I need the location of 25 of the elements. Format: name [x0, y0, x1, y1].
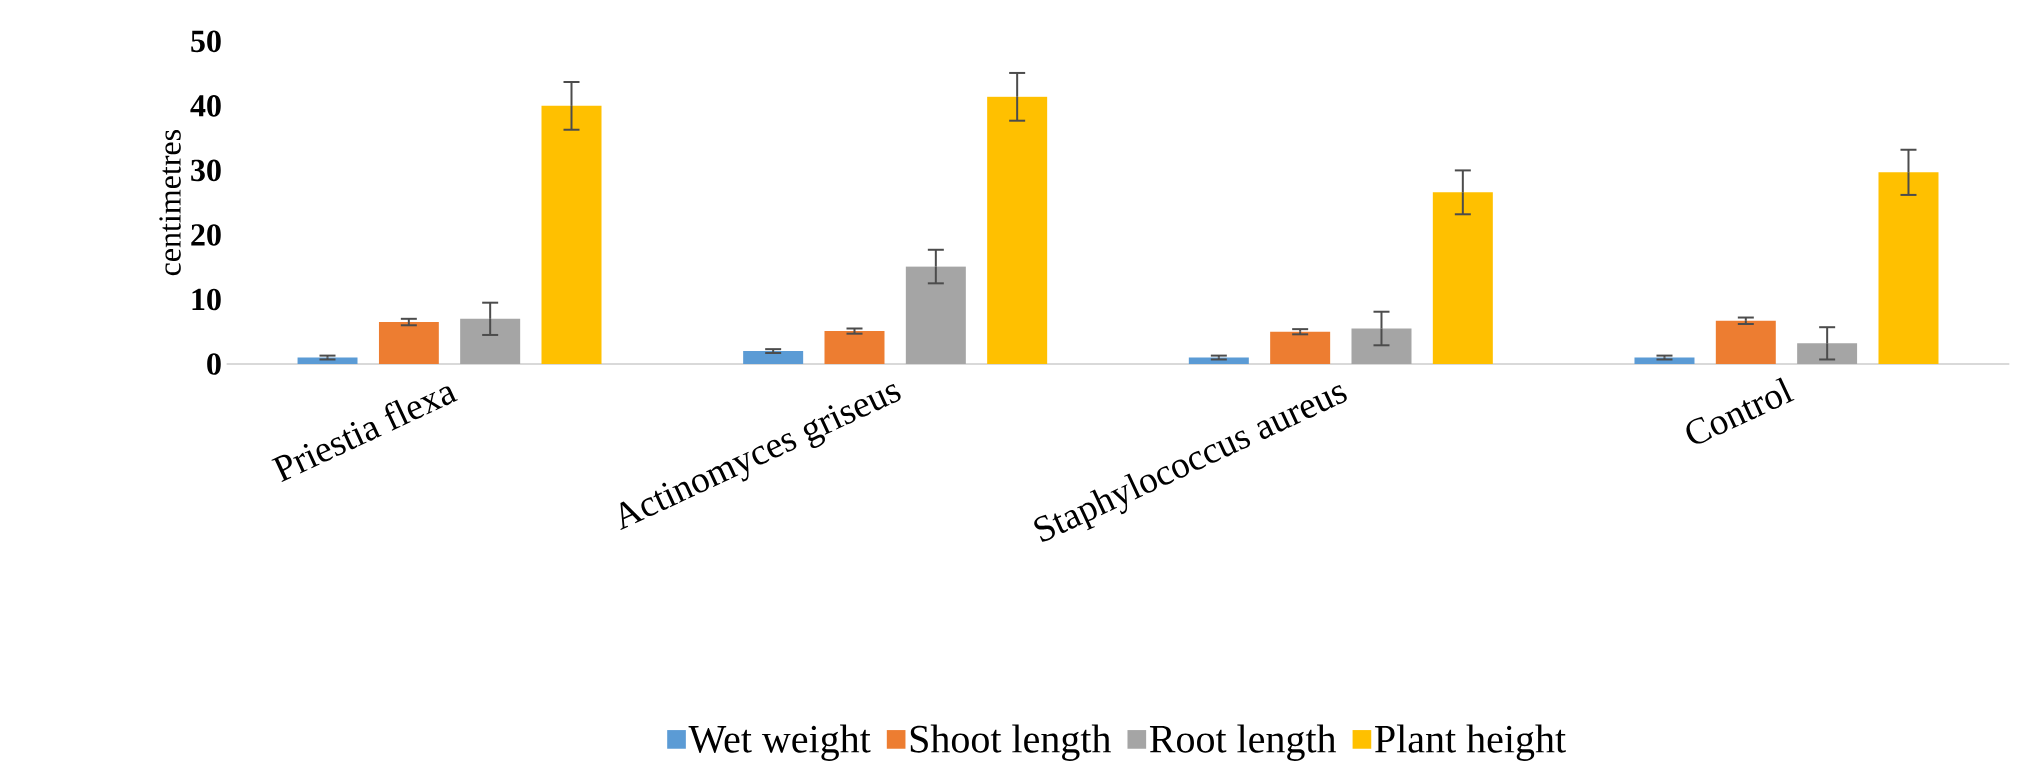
bar: [460, 318, 521, 364]
bar: [1715, 320, 1776, 364]
y-tick-label: 0: [207, 353, 221, 375]
y-tick-label: 40: [190, 94, 221, 117]
bar: [1797, 343, 1858, 364]
bar: [905, 266, 966, 364]
bar: [378, 321, 439, 364]
bar: [824, 330, 885, 364]
bar: [1351, 328, 1412, 364]
y-tick-label: 30: [191, 159, 221, 182]
y-tick-label: 20: [191, 223, 221, 246]
legend-label: Root length: [1149, 724, 1337, 761]
legend-label: Plant height: [1375, 724, 1566, 761]
bar: [1432, 192, 1493, 364]
y-tick-label: 10: [192, 288, 221, 311]
legend-label: Wet weight: [688, 724, 871, 761]
x-tick-label: Priestia flexa: [271, 386, 458, 482]
bar: [1878, 172, 1939, 364]
y-axis-title: centimetres: [159, 129, 181, 276]
bar: [1270, 331, 1331, 364]
legend-label: Shoot length: [910, 724, 1111, 761]
y-tick-label: 50: [191, 30, 221, 52]
bar: [541, 105, 602, 364]
bar: [743, 350, 804, 364]
bar: [987, 96, 1048, 364]
